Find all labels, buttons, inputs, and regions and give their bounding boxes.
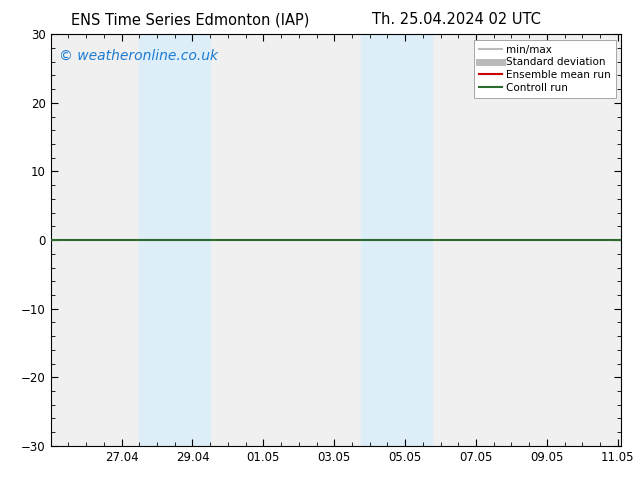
Text: ENS Time Series Edmonton (IAP): ENS Time Series Edmonton (IAP) bbox=[71, 12, 309, 27]
Bar bbox=[139, 34, 210, 446]
Text: © weatheronline.co.uk: © weatheronline.co.uk bbox=[59, 49, 218, 63]
Bar bbox=[361, 34, 432, 446]
Text: Th. 25.04.2024 02 UTC: Th. 25.04.2024 02 UTC bbox=[372, 12, 541, 27]
Legend: min/max, Standard deviation, Ensemble mean run, Controll run: min/max, Standard deviation, Ensemble me… bbox=[474, 40, 616, 98]
